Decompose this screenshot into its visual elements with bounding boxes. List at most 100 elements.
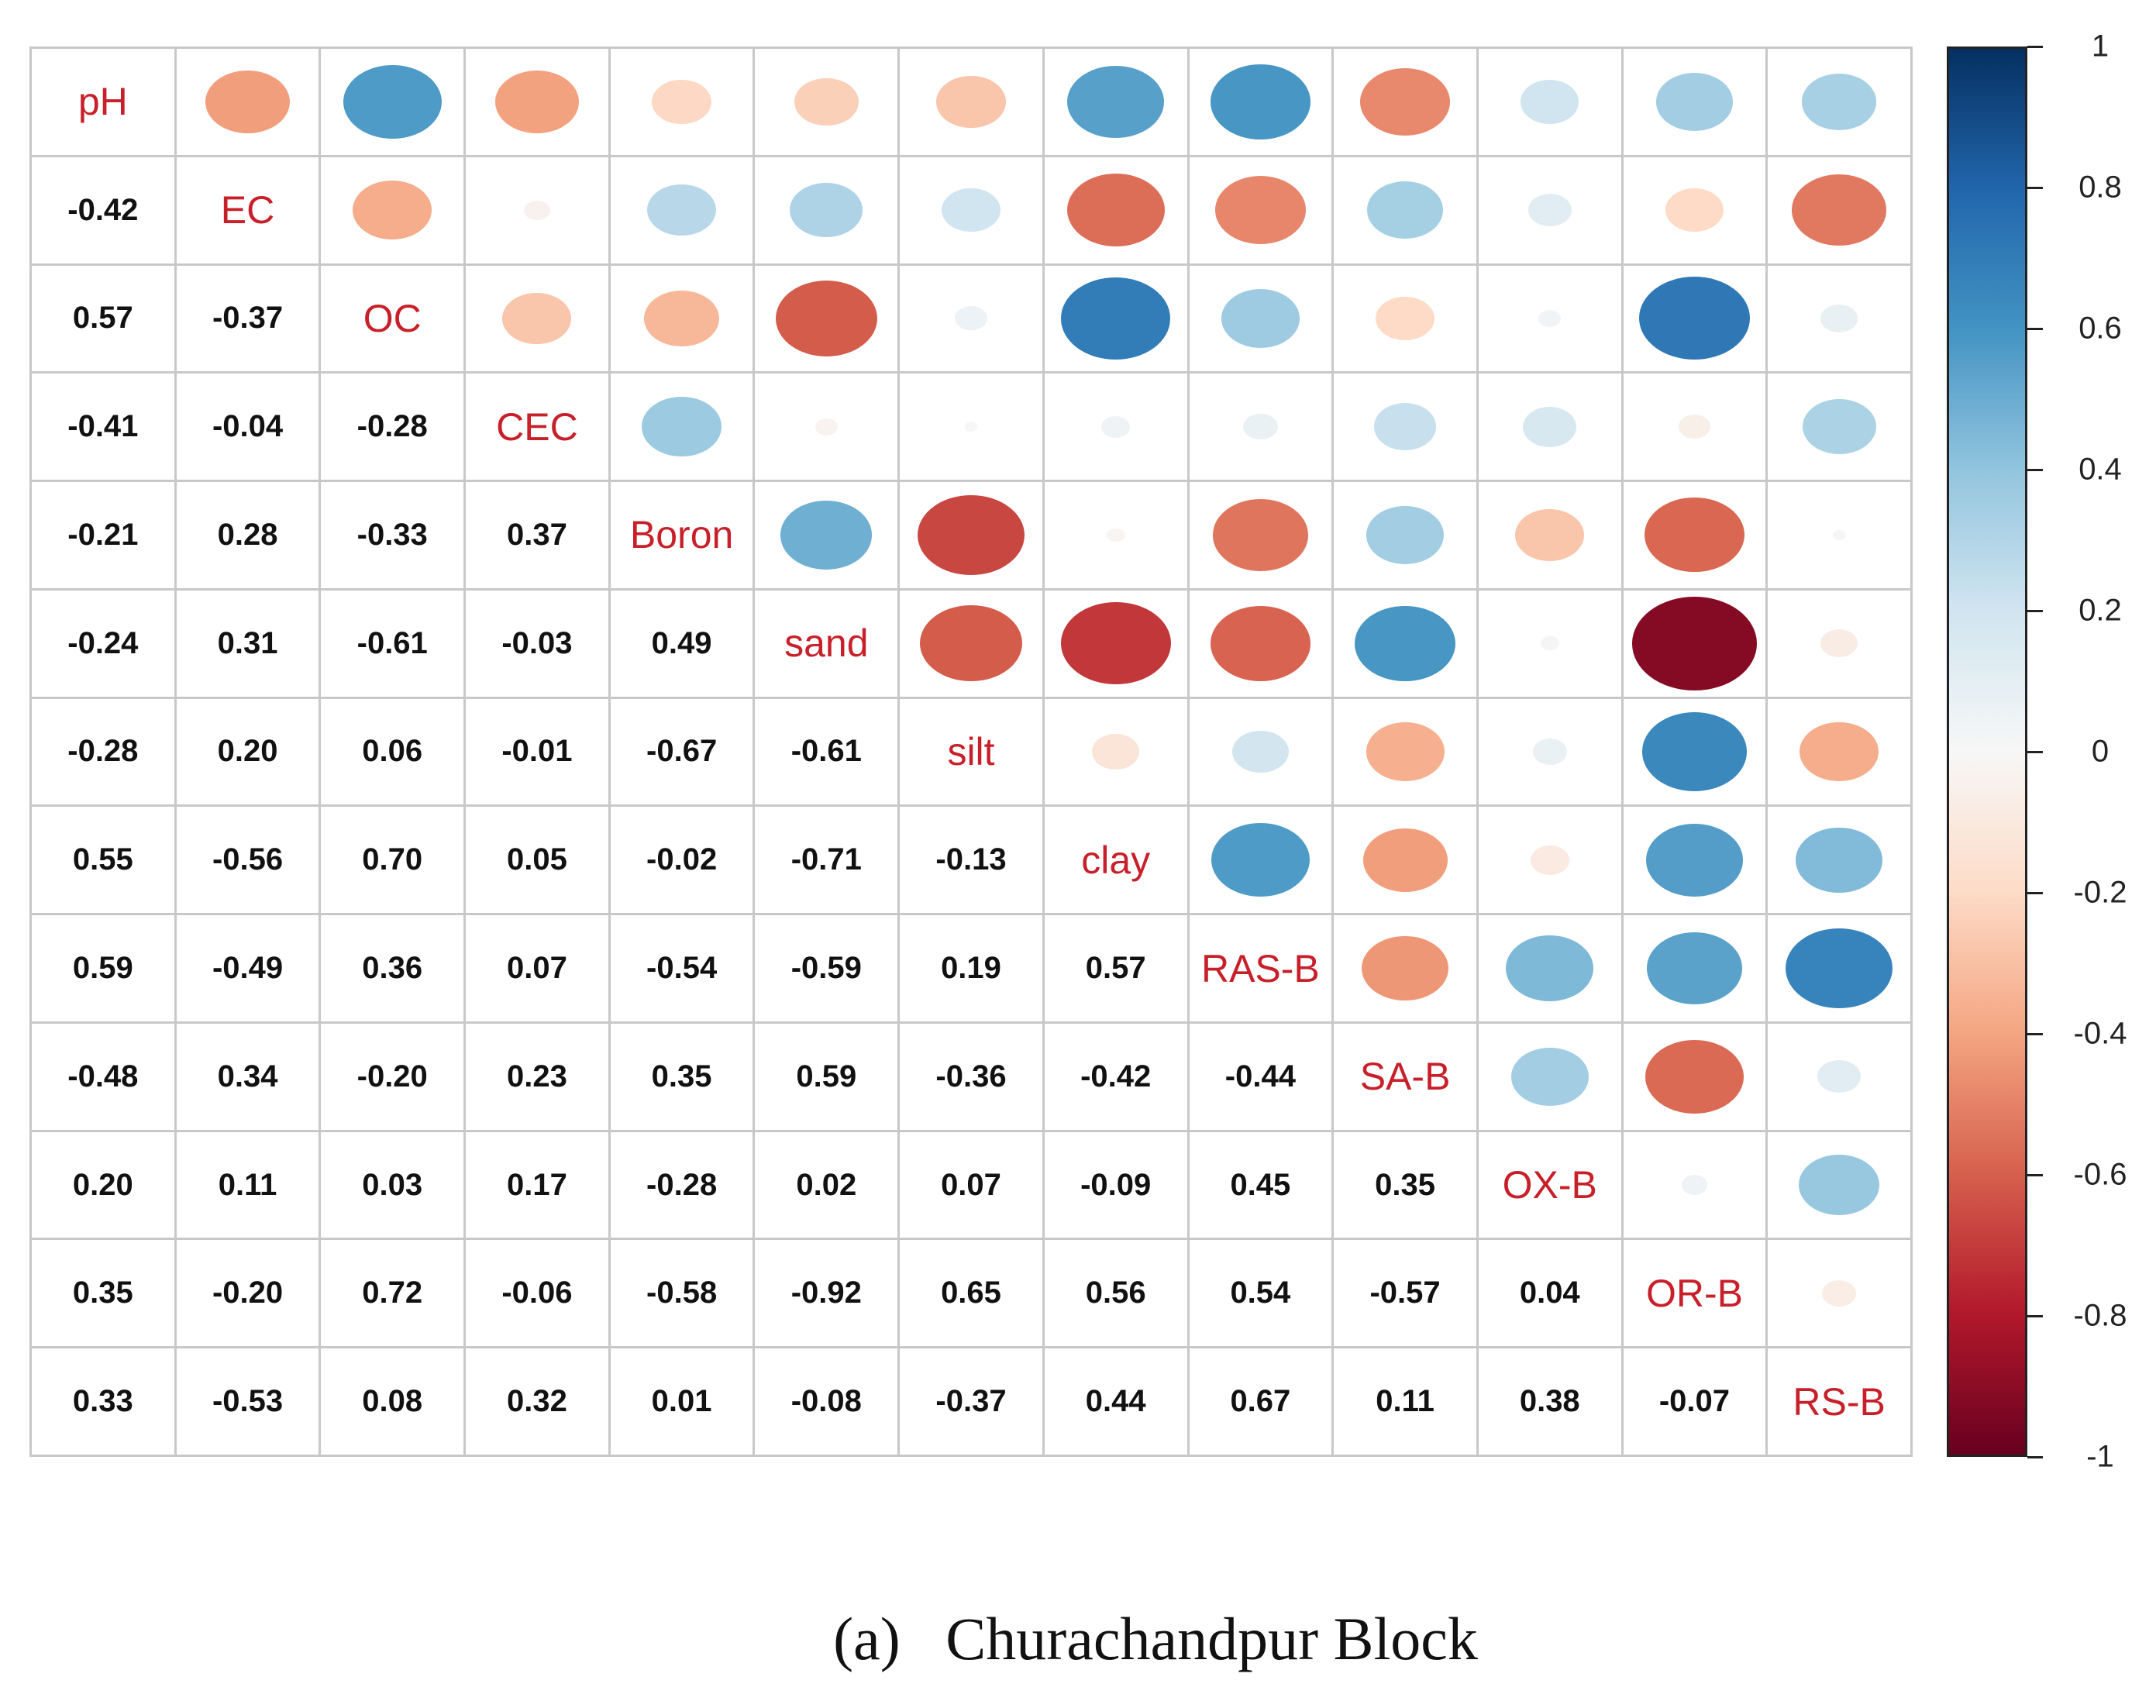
coefficient-cell: -0.01 xyxy=(466,698,611,808)
coefficient-value: 0.54 xyxy=(1230,1276,1291,1310)
colorbar-tick xyxy=(2027,1033,2043,1035)
coefficient-cell: -0.36 xyxy=(900,1023,1045,1132)
diagonal-label-cell: OR-B xyxy=(1623,1240,1769,1349)
correlation-circle xyxy=(353,180,432,240)
coefficient-cell: -0.92 xyxy=(755,1240,901,1349)
circle-cell xyxy=(1044,265,1190,374)
coefficient-value: -0.36 xyxy=(935,1059,1007,1093)
correlation-circle xyxy=(1655,73,1734,131)
coefficient-cell: -0.20 xyxy=(176,1240,322,1349)
coefficient-value: -0.67 xyxy=(646,734,718,769)
correlation-circle xyxy=(942,188,1001,232)
variable-label: OC xyxy=(363,296,422,340)
circle-cell xyxy=(1334,49,1479,157)
variable-label: Boron xyxy=(629,513,734,557)
coefficient-cell: 0.23 xyxy=(466,1023,611,1132)
coefficient-cell: -0.33 xyxy=(321,482,467,591)
correlation-circle xyxy=(780,501,873,570)
circle-cell xyxy=(1189,698,1335,808)
circle-cell xyxy=(1334,482,1479,591)
circle-cell xyxy=(1044,698,1190,808)
correlation-circle xyxy=(1821,1280,1857,1307)
coefficient-value: 0.65 xyxy=(941,1276,1001,1310)
correlation-grid: pH -0.42 EC 0.57 -0.37 OC -0.41 -0.04 -0.28 CEC -0… xyxy=(29,46,1913,1457)
diagonal-label-cell: RAS-B xyxy=(1189,915,1335,1024)
circle-cell xyxy=(1334,157,1479,266)
diagonal-label-cell: silt xyxy=(900,698,1045,808)
coefficient-cell: 0.08 xyxy=(321,1348,467,1457)
circle-cell xyxy=(1189,807,1335,916)
correlation-circle xyxy=(1641,712,1748,791)
correlation-circle xyxy=(918,494,1025,576)
circle-cell xyxy=(1044,482,1190,591)
circle-cell xyxy=(466,265,611,374)
colorbar-tick-label: 0.6 xyxy=(2079,311,2122,346)
coefficient-cell: 0.20 xyxy=(32,1131,177,1241)
colorbar-tick xyxy=(2027,610,2043,612)
coefficient-value: 0.20 xyxy=(217,734,278,769)
coefficient-value: 0.08 xyxy=(362,1384,423,1419)
correlation-circle xyxy=(1820,305,1858,332)
circle-cell xyxy=(1334,698,1479,808)
coefficient-cell: 0.07 xyxy=(900,1131,1045,1241)
circle-cell xyxy=(1044,157,1190,266)
correlation-circle xyxy=(1376,296,1434,341)
circle-cell xyxy=(1189,49,1335,157)
correlation-circle xyxy=(502,292,572,345)
circle-cell xyxy=(1334,590,1479,699)
coefficient-value: -0.20 xyxy=(212,1276,284,1310)
coefficient-cell: 0.38 xyxy=(1478,1348,1624,1457)
circle-cell xyxy=(1334,915,1479,1024)
correlation-circle xyxy=(815,418,838,436)
variable-label: pH xyxy=(77,80,128,124)
correlation-circle xyxy=(1521,80,1579,124)
coefficient-value: 0.07 xyxy=(941,1167,1001,1202)
coefficient-cell: -0.37 xyxy=(176,265,322,374)
coefficient-cell: -0.57 xyxy=(1334,1240,1479,1349)
coefficient-value: 0.67 xyxy=(1230,1384,1291,1419)
coefficient-cell: -0.03 xyxy=(466,590,611,699)
coefficient-cell: 0.57 xyxy=(1044,915,1190,1024)
coefficient-value: -0.03 xyxy=(501,625,573,660)
coefficient-value: 0.07 xyxy=(506,951,567,986)
correlation-circle xyxy=(920,605,1022,682)
correlation-circle xyxy=(1645,823,1744,897)
coefficient-value: 0.55 xyxy=(72,842,133,877)
coefficient-cell: -0.28 xyxy=(321,374,467,483)
coefficient-cell: 0.45 xyxy=(1189,1131,1335,1241)
colorbar-tick-label: -0.4 xyxy=(2073,1016,2127,1051)
coefficient-value: -0.13 xyxy=(935,842,1007,877)
colorbar-tick-label: 0 xyxy=(2091,734,2110,769)
caption-label: (a) xyxy=(833,1605,901,1672)
circle-cell xyxy=(900,374,1045,483)
correlation-circle xyxy=(1221,289,1300,348)
correlation-circle xyxy=(652,79,712,125)
coefficient-cell: -0.71 xyxy=(755,807,901,916)
coefficient-cell: -0.44 xyxy=(1189,1023,1335,1132)
coefficient-value: -0.92 xyxy=(790,1276,862,1310)
diagonal-label-cell: RS-B xyxy=(1768,1348,1913,1457)
variable-label: RS-B xyxy=(1793,1379,1886,1424)
coefficient-cell: 0.20 xyxy=(176,698,322,808)
correlation-circle xyxy=(1646,932,1743,1004)
circle-cell xyxy=(1768,807,1913,916)
circle-cell xyxy=(1623,915,1769,1024)
circle-cell xyxy=(1623,374,1769,483)
coefficient-value: -0.08 xyxy=(790,1384,862,1419)
coefficient-cell: 0.19 xyxy=(900,915,1045,1024)
circle-cell xyxy=(900,265,1045,374)
correlation-circle xyxy=(964,422,978,432)
circle-cell xyxy=(1768,1023,1913,1132)
circle-cell xyxy=(1334,374,1479,483)
circle-cell xyxy=(1623,698,1769,808)
coefficient-value: -0.44 xyxy=(1224,1059,1296,1093)
coefficient-cell: -0.59 xyxy=(755,915,901,1024)
circle-cell xyxy=(321,49,467,157)
variable-label: RAS-B xyxy=(1200,946,1320,990)
circle-cell xyxy=(1044,374,1190,483)
colorbar-tick xyxy=(2027,46,2043,48)
coefficient-cell: 0.33 xyxy=(32,1348,177,1457)
correlation-circle xyxy=(1639,277,1750,360)
coefficient-value: 0.19 xyxy=(941,951,1001,986)
correlation-circle xyxy=(1373,403,1437,450)
